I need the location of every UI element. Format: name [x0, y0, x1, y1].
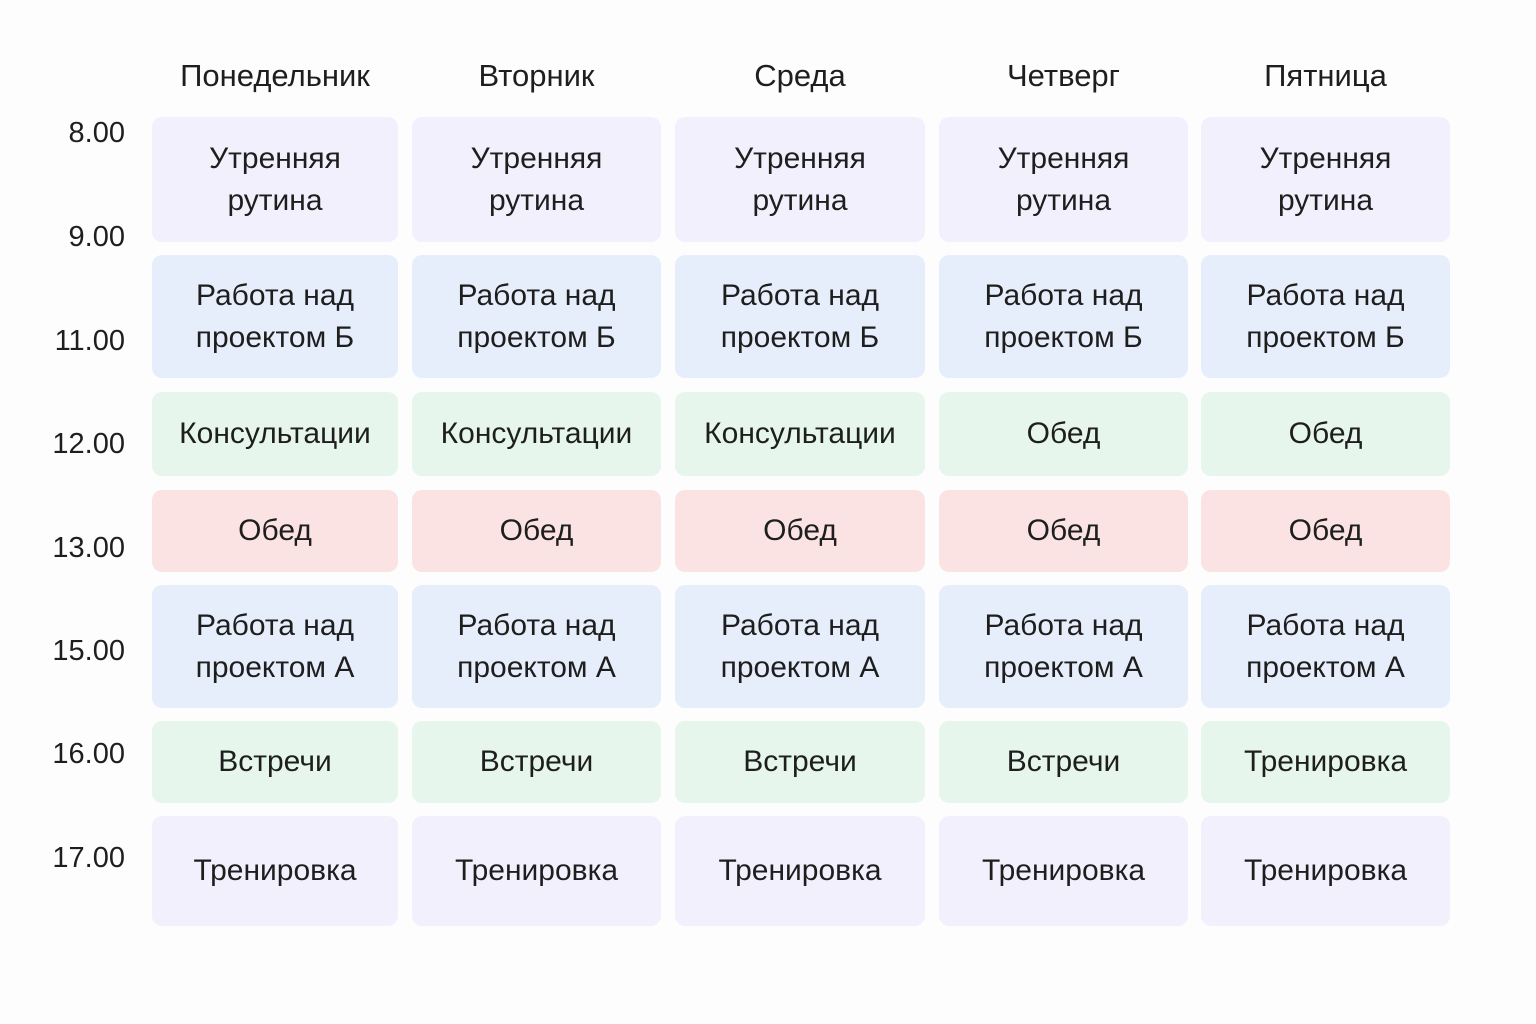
cell-text: Работа над [195, 278, 355, 312]
time-label: 9.00 [68, 221, 125, 253]
day-header: Понедельник [180, 58, 370, 93]
cell-text: рутина [488, 183, 585, 217]
schedule-cell: Обед [939, 490, 1188, 572]
cell-text: Работа над [1246, 278, 1405, 312]
cell-text: Тренировка [1243, 854, 1408, 887]
cell-text: Работа над [720, 608, 880, 642]
schedule-cell: Работа над проектом Б [939, 255, 1188, 378]
schedule-cell: Встречи [675, 721, 925, 803]
cell-text: проектом А [457, 650, 616, 684]
cell-text: Обед [1288, 514, 1363, 547]
cell-text: рутина [752, 183, 848, 217]
schedule-cell: Встречи [412, 721, 661, 803]
cell-text: проектом Б [720, 320, 880, 354]
cell-text: Обед [763, 514, 837, 547]
schedule-cell: Работа над проектом Б [412, 255, 661, 378]
schedule-cell: Консультации [152, 392, 398, 476]
cell-text: Обед [1026, 514, 1101, 547]
cell-text: Утренняя [1259, 141, 1392, 175]
time-label: 15.00 [52, 635, 125, 667]
cell-text: Обед [499, 514, 574, 547]
cell-text: рутина [1015, 183, 1112, 217]
schedule-cell: Тренировка [412, 816, 661, 926]
cell-text: Консультации [179, 417, 371, 450]
cell-text: Тренировка [718, 854, 882, 887]
schedule-cell: Работа над проектом А [939, 585, 1188, 708]
schedule-cell: Тренировка [675, 816, 925, 926]
cell-text: проектом А [984, 650, 1143, 684]
cell-text: Консультации [440, 417, 633, 450]
schedule-cell: Работа над проектом А [675, 585, 925, 708]
day-header: Пятница [1264, 58, 1387, 93]
schedule-cell: Работа над проектом Б [1201, 255, 1450, 378]
cell-text: Тренировка [193, 854, 357, 887]
schedule-cell: Встречи [152, 721, 398, 803]
cell-text: проектом А [720, 650, 880, 684]
cell-text: Утренняя [734, 141, 866, 175]
schedule-cell: Работа над проектом Б [152, 255, 398, 378]
cell-text: Утренняя [209, 141, 341, 175]
schedule-cell: Обед [939, 392, 1188, 476]
cell-text: Обед [1026, 417, 1101, 450]
day-header: Вторник [478, 58, 595, 93]
cell-text: рутина [227, 183, 323, 217]
cell-text: Работа над [457, 278, 616, 312]
cell-text: Тренировка [454, 854, 619, 887]
schedule-cell: Тренировка [1201, 721, 1450, 803]
schedule-cell: Консультации [675, 392, 925, 476]
time-label: 17.00 [52, 842, 125, 874]
cell-text: проектом Б [1246, 320, 1405, 354]
day-header: Четверг [1007, 58, 1120, 93]
cell-text: Встречи [743, 745, 857, 778]
cell-text: Встречи [218, 745, 332, 778]
schedule-cell: Тренировка [152, 816, 398, 926]
schedule-cell: Утренняя рутина [939, 117, 1188, 242]
cell-text: Встречи [479, 745, 594, 778]
cell-text: проектом Б [195, 320, 355, 354]
cell-text: Работа над [1246, 608, 1405, 642]
cell-text: рутина [1277, 183, 1374, 217]
schedule-cell: Встречи [939, 721, 1188, 803]
schedule-cell: Утренняя рутина [1201, 117, 1450, 242]
cell-text: Работа над [720, 278, 880, 312]
cell-text: Обед [1288, 417, 1363, 450]
schedule-cell: Работа над проектом А [1201, 585, 1450, 708]
cell-text: Работа над [457, 608, 616, 642]
schedule-cell: Утренняя рутина [412, 117, 661, 242]
cell-text: проектом А [195, 650, 355, 684]
schedule-cell: Обед [1201, 392, 1450, 476]
time-label: 8.00 [68, 117, 125, 149]
cell-text: Утренняя [997, 141, 1130, 175]
schedule-cell: Консультации [412, 392, 661, 476]
cell-text: Тренировка [981, 854, 1146, 887]
schedule-cell: Обед [1201, 490, 1450, 572]
schedule-cell: Утренняя рутина [675, 117, 925, 242]
schedule-cell: Тренировка [1201, 816, 1450, 926]
schedule-cell: Обед [412, 490, 661, 572]
time-label: 16.00 [52, 738, 125, 770]
time-label: 11.00 [54, 325, 125, 357]
cell-text: Обед [238, 514, 312, 547]
schedule-cell: Работа над проектом А [412, 585, 661, 708]
schedule-cell: Тренировка [939, 816, 1188, 926]
cell-text: Тренировка [1243, 745, 1408, 778]
schedule-cell: Утренняя рутина [152, 117, 398, 242]
cell-text: проектом Б [457, 320, 616, 354]
day-header: Среда [754, 58, 846, 93]
time-label: 12.00 [52, 428, 125, 460]
cell-text: Встречи [1006, 745, 1121, 778]
cell-text: Работа над [195, 608, 355, 642]
schedule-cell: Обед [152, 490, 398, 572]
schedule-cell: Работа над проектом А [152, 585, 398, 708]
cell-text: Консультации [704, 417, 896, 450]
cell-text: Утренняя [470, 141, 603, 175]
schedule-cell: Работа над проектом Б [675, 255, 925, 378]
cell-text: Работа над [984, 278, 1143, 312]
cell-text: Работа над [984, 608, 1143, 642]
cell-text: проектом Б [984, 320, 1143, 354]
time-label: 13.00 [52, 532, 125, 564]
cell-text: проектом А [1246, 650, 1405, 684]
schedule-cell: Обед [675, 490, 925, 572]
